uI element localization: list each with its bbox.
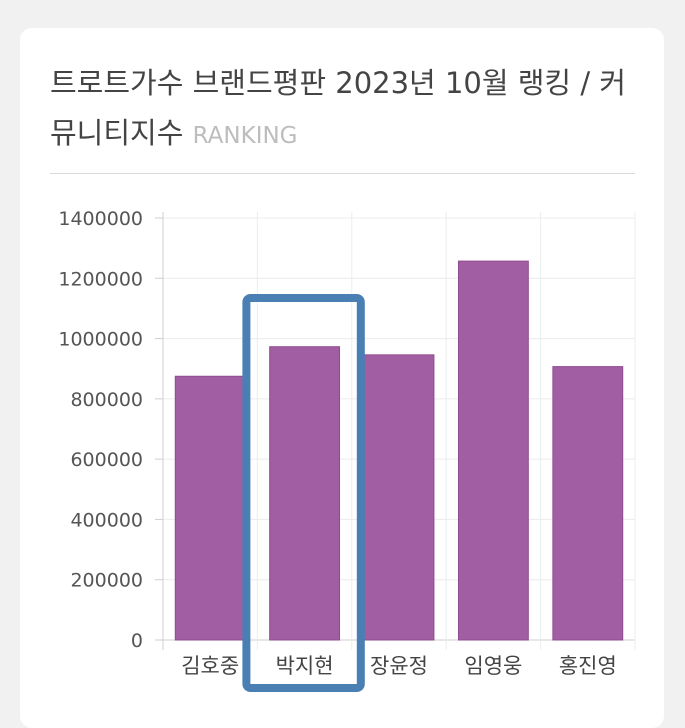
y-tick-label: 400000	[70, 509, 143, 531]
bar[interactable]	[363, 354, 435, 641]
category-label: 홍진영	[559, 654, 617, 678]
chart-title-block: 트로트가수 브랜드평판 2023년 10월 랭킹 / 커뮤니티지수 RANKIN…	[50, 58, 630, 161]
bar[interactable]	[457, 260, 529, 641]
chart-subtitle: RANKING	[192, 123, 298, 149]
category-label: 김호중	[181, 654, 239, 678]
y-tick-label: 1200000	[58, 268, 143, 290]
y-tick-label: 200000	[70, 570, 143, 592]
category-label: 박지현	[276, 654, 334, 678]
category-label: 임영웅	[464, 654, 522, 678]
highlight-box	[242, 294, 365, 692]
title-divider	[50, 173, 635, 174]
bar[interactable]	[269, 346, 341, 641]
chart-title: 트로트가수 브랜드평판 2023년 10월 랭킹 / 커뮤니티지수	[50, 66, 626, 150]
y-tick-label: 800000	[70, 389, 143, 411]
category-label: 장윤정	[370, 654, 428, 678]
y-tick-label: 0	[131, 630, 143, 652]
y-tick-label: 1400000	[58, 208, 143, 230]
bar[interactable]	[552, 366, 624, 641]
y-tick-label: 600000	[70, 449, 143, 471]
bar[interactable]	[174, 375, 246, 641]
y-tick-label: 1000000	[58, 329, 143, 351]
